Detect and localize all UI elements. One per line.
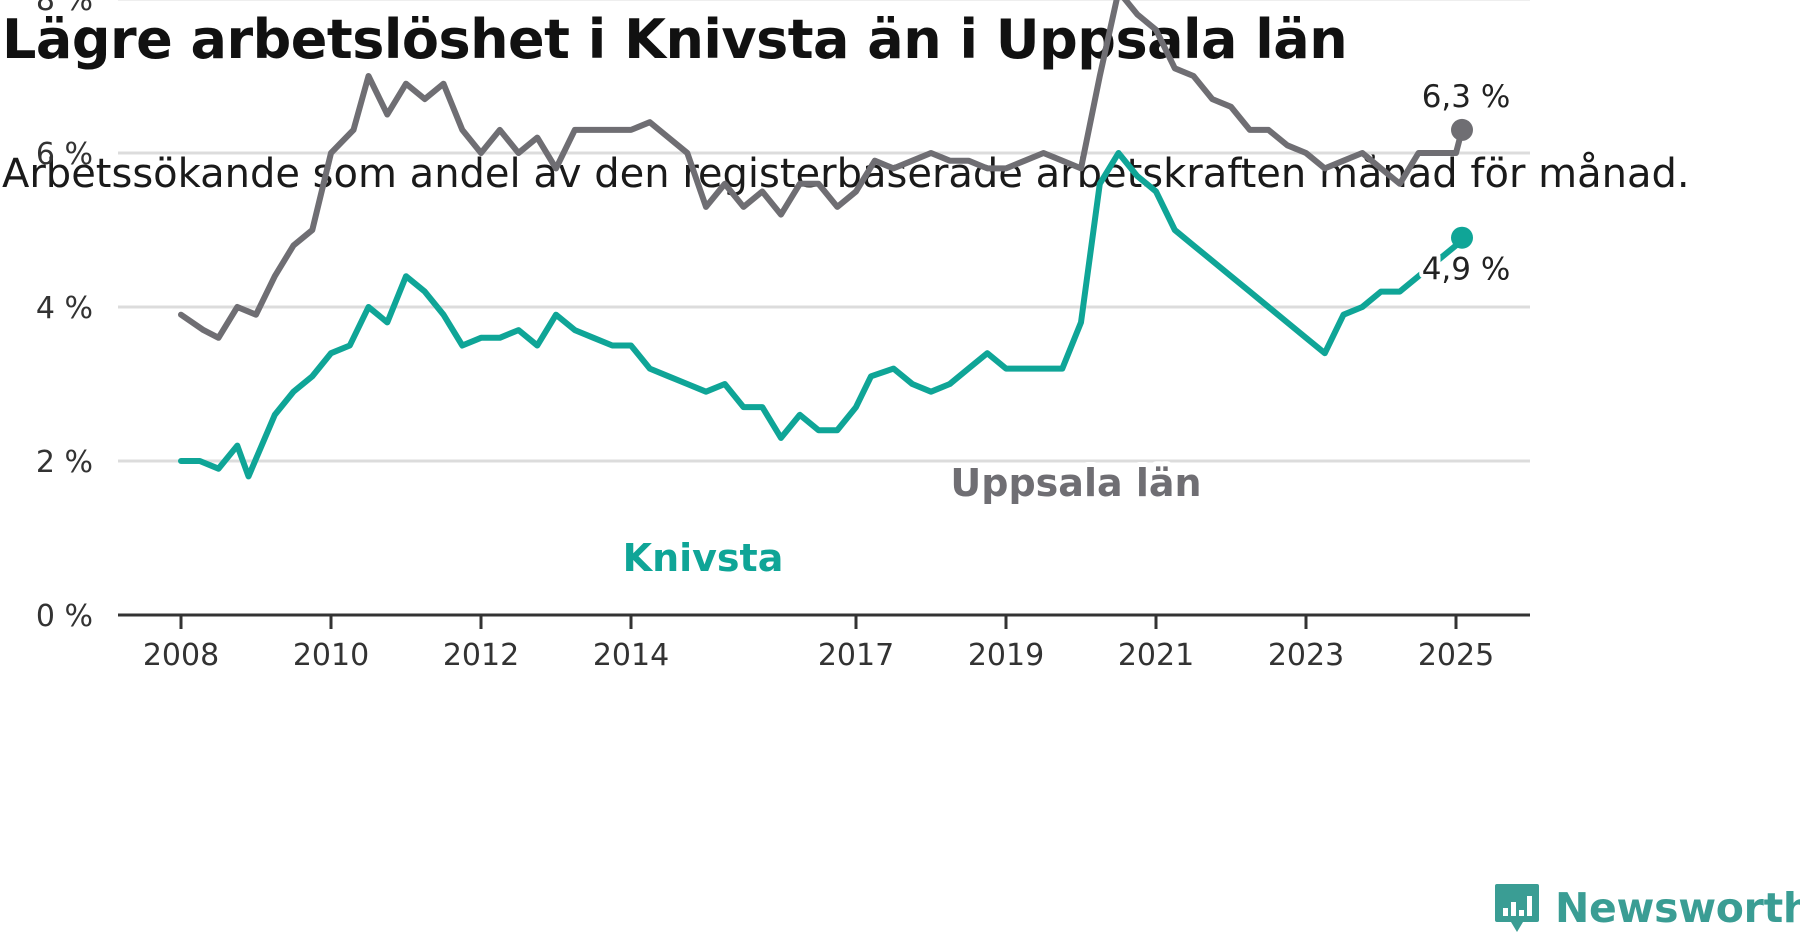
- end-value-label: 6,3 %: [1422, 79, 1511, 115]
- x-axis: 2008 2010 2012 2014 2017 2019 2021 2023 2025: [118, 613, 1530, 673]
- end-point-marker: [1451, 118, 1473, 141]
- series-line-uppsala-l-n: [178, 0, 1465, 341]
- series-lines: [178, 0, 1473, 480]
- newsworthy-logo-icon: [1495, 884, 1539, 932]
- y-tick-label: 8 %: [36, 0, 93, 18]
- chart-title: Lägre arbetslöshet i Knivsta än i Uppsal…: [2, 8, 1348, 71]
- x-tick-label: 2023: [1268, 638, 1344, 673]
- x-tick-label: 2025: [1418, 638, 1494, 673]
- x-tick-label: 2010: [293, 638, 369, 673]
- x-tick-label: 2017: [818, 638, 894, 673]
- gridlines: [118, 0, 1530, 463]
- x-tick-label: 2008: [143, 638, 219, 673]
- brand: Newsworthy: [1493, 882, 1800, 934]
- series-labels: Uppsala län Knivsta 6,3 % 4,9 %: [618, 75, 1515, 585]
- y-tick-label: 4 %: [36, 291, 93, 326]
- series-label-uppsala: Uppsala län: [950, 461, 1201, 505]
- x-tick-label: 2019: [968, 638, 1044, 673]
- x-tick-label: 2012: [443, 638, 519, 673]
- y-axis-ticks: 0 % 2 % 4 % 6 % 8 %: [36, 0, 93, 634]
- y-tick-label: 2 %: [36, 445, 93, 480]
- y-tick-label: 0 %: [36, 599, 93, 634]
- brand-name: Newsworthy: [1555, 884, 1800, 932]
- x-tick-label: 2014: [593, 638, 669, 673]
- y-tick-label: 6 %: [36, 137, 93, 172]
- series-line-knivsta: [178, 150, 1465, 480]
- end-point-marker: [1451, 226, 1473, 249]
- series-label-knivsta: Knivsta: [623, 536, 784, 580]
- x-tick-label: 2021: [1118, 638, 1194, 673]
- end-value-label: 4,9 %: [1422, 252, 1511, 288]
